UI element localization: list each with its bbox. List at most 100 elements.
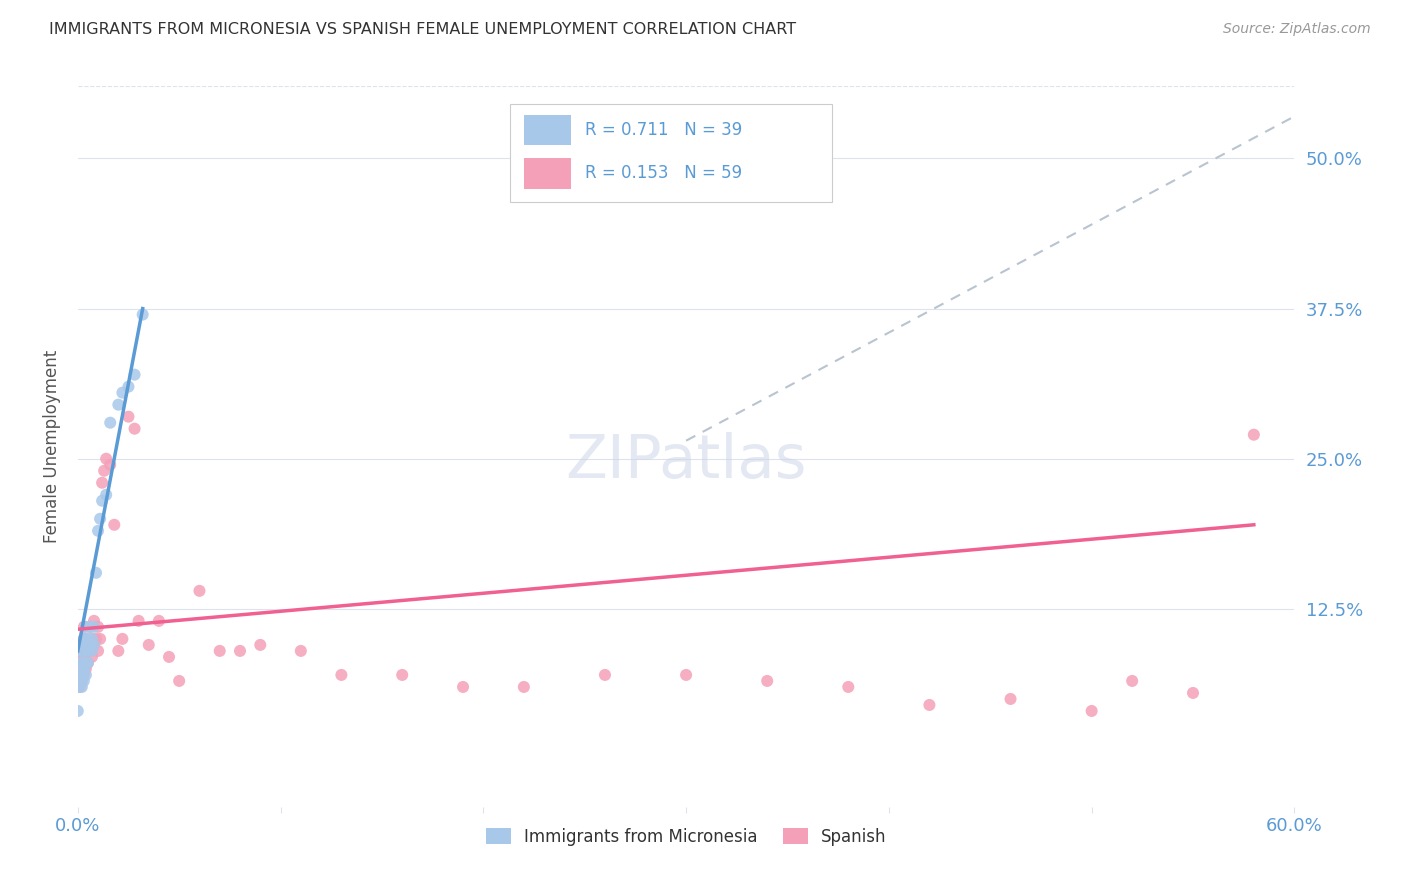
- Point: [91, 475, 114, 490]
- Point: [66, 680, 89, 694]
- Point: [84, 566, 107, 580]
- Point: [73, 673, 96, 688]
- Point: [124, 368, 146, 382]
- Point: [391, 668, 413, 682]
- Point: [80, 644, 103, 658]
- Point: [1000, 692, 1022, 706]
- Point: [77, 632, 100, 646]
- Y-axis label: Female Unemployment: Female Unemployment: [44, 350, 60, 543]
- Point: [675, 668, 697, 682]
- Point: [83, 620, 105, 634]
- Point: [75, 644, 97, 658]
- Point: [73, 668, 96, 682]
- Point: [70, 656, 93, 670]
- Point: [75, 656, 97, 670]
- Point: [70, 662, 93, 676]
- FancyBboxPatch shape: [524, 159, 571, 189]
- Point: [77, 656, 100, 670]
- Point: [513, 680, 536, 694]
- Point: [89, 512, 111, 526]
- Point: [66, 704, 89, 718]
- Point: [70, 680, 93, 694]
- Point: [84, 632, 107, 646]
- Point: [229, 644, 252, 658]
- Point: [79, 620, 101, 634]
- Point: [918, 698, 941, 712]
- Point: [75, 638, 97, 652]
- Point: [98, 458, 121, 472]
- Point: [837, 680, 859, 694]
- Point: [89, 632, 111, 646]
- Text: IMMIGRANTS FROM MICRONESIA VS SPANISH FEMALE UNEMPLOYMENT CORRELATION CHART: IMMIGRANTS FROM MICRONESIA VS SPANISH FE…: [49, 22, 796, 37]
- Point: [103, 517, 125, 532]
- Point: [330, 668, 353, 682]
- Point: [1182, 686, 1205, 700]
- Point: [451, 680, 474, 694]
- Point: [167, 673, 190, 688]
- Point: [77, 656, 100, 670]
- Point: [117, 409, 139, 424]
- Point: [1121, 673, 1143, 688]
- Point: [117, 379, 139, 393]
- Point: [96, 488, 118, 502]
- Point: [69, 644, 91, 658]
- Point: [131, 308, 153, 322]
- Text: Source: ZipAtlas.com: Source: ZipAtlas.com: [1223, 22, 1371, 37]
- Point: [70, 673, 93, 688]
- Text: ZIPatlas: ZIPatlas: [565, 432, 807, 491]
- Point: [87, 644, 110, 658]
- Point: [107, 644, 129, 658]
- Point: [1080, 704, 1102, 718]
- Point: [73, 632, 96, 646]
- Point: [70, 656, 93, 670]
- Point: [75, 662, 97, 676]
- FancyBboxPatch shape: [524, 115, 571, 145]
- Point: [83, 638, 105, 652]
- Point: [98, 416, 121, 430]
- Point: [208, 644, 231, 658]
- Point: [80, 649, 103, 664]
- Point: [69, 668, 91, 682]
- Point: [111, 385, 134, 400]
- Point: [73, 662, 96, 676]
- Legend: Immigrants from Micronesia, Spanish: Immigrants from Micronesia, Spanish: [479, 822, 893, 853]
- Point: [79, 638, 101, 652]
- Point: [593, 668, 616, 682]
- Point: [128, 614, 150, 628]
- Point: [73, 644, 96, 658]
- Point: [124, 422, 146, 436]
- Point: [93, 464, 115, 478]
- Point: [87, 620, 110, 634]
- Point: [80, 632, 103, 646]
- Point: [87, 524, 110, 538]
- Point: [107, 398, 129, 412]
- Text: R = 0.711   N = 39: R = 0.711 N = 39: [585, 120, 742, 138]
- Point: [79, 620, 101, 634]
- Point: [91, 493, 114, 508]
- Point: [73, 649, 96, 664]
- Point: [69, 656, 91, 670]
- Point: [70, 668, 93, 682]
- Text: R = 0.153   N = 59: R = 0.153 N = 59: [585, 164, 742, 182]
- Point: [77, 644, 100, 658]
- Point: [70, 638, 93, 652]
- Point: [73, 632, 96, 646]
- Point: [138, 638, 160, 652]
- Point: [249, 638, 271, 652]
- Point: [77, 638, 100, 652]
- Point: [83, 614, 105, 628]
- Point: [70, 644, 93, 658]
- Point: [80, 632, 103, 646]
- Point: [73, 620, 96, 634]
- Point: [75, 620, 97, 634]
- Point: [69, 673, 91, 688]
- Point: [75, 632, 97, 646]
- Point: [69, 680, 91, 694]
- Point: [96, 451, 118, 466]
- Point: [69, 662, 91, 676]
- Point: [290, 644, 312, 658]
- Point: [66, 656, 89, 670]
- Point: [75, 668, 97, 682]
- Point: [1243, 427, 1265, 442]
- Point: [148, 614, 170, 628]
